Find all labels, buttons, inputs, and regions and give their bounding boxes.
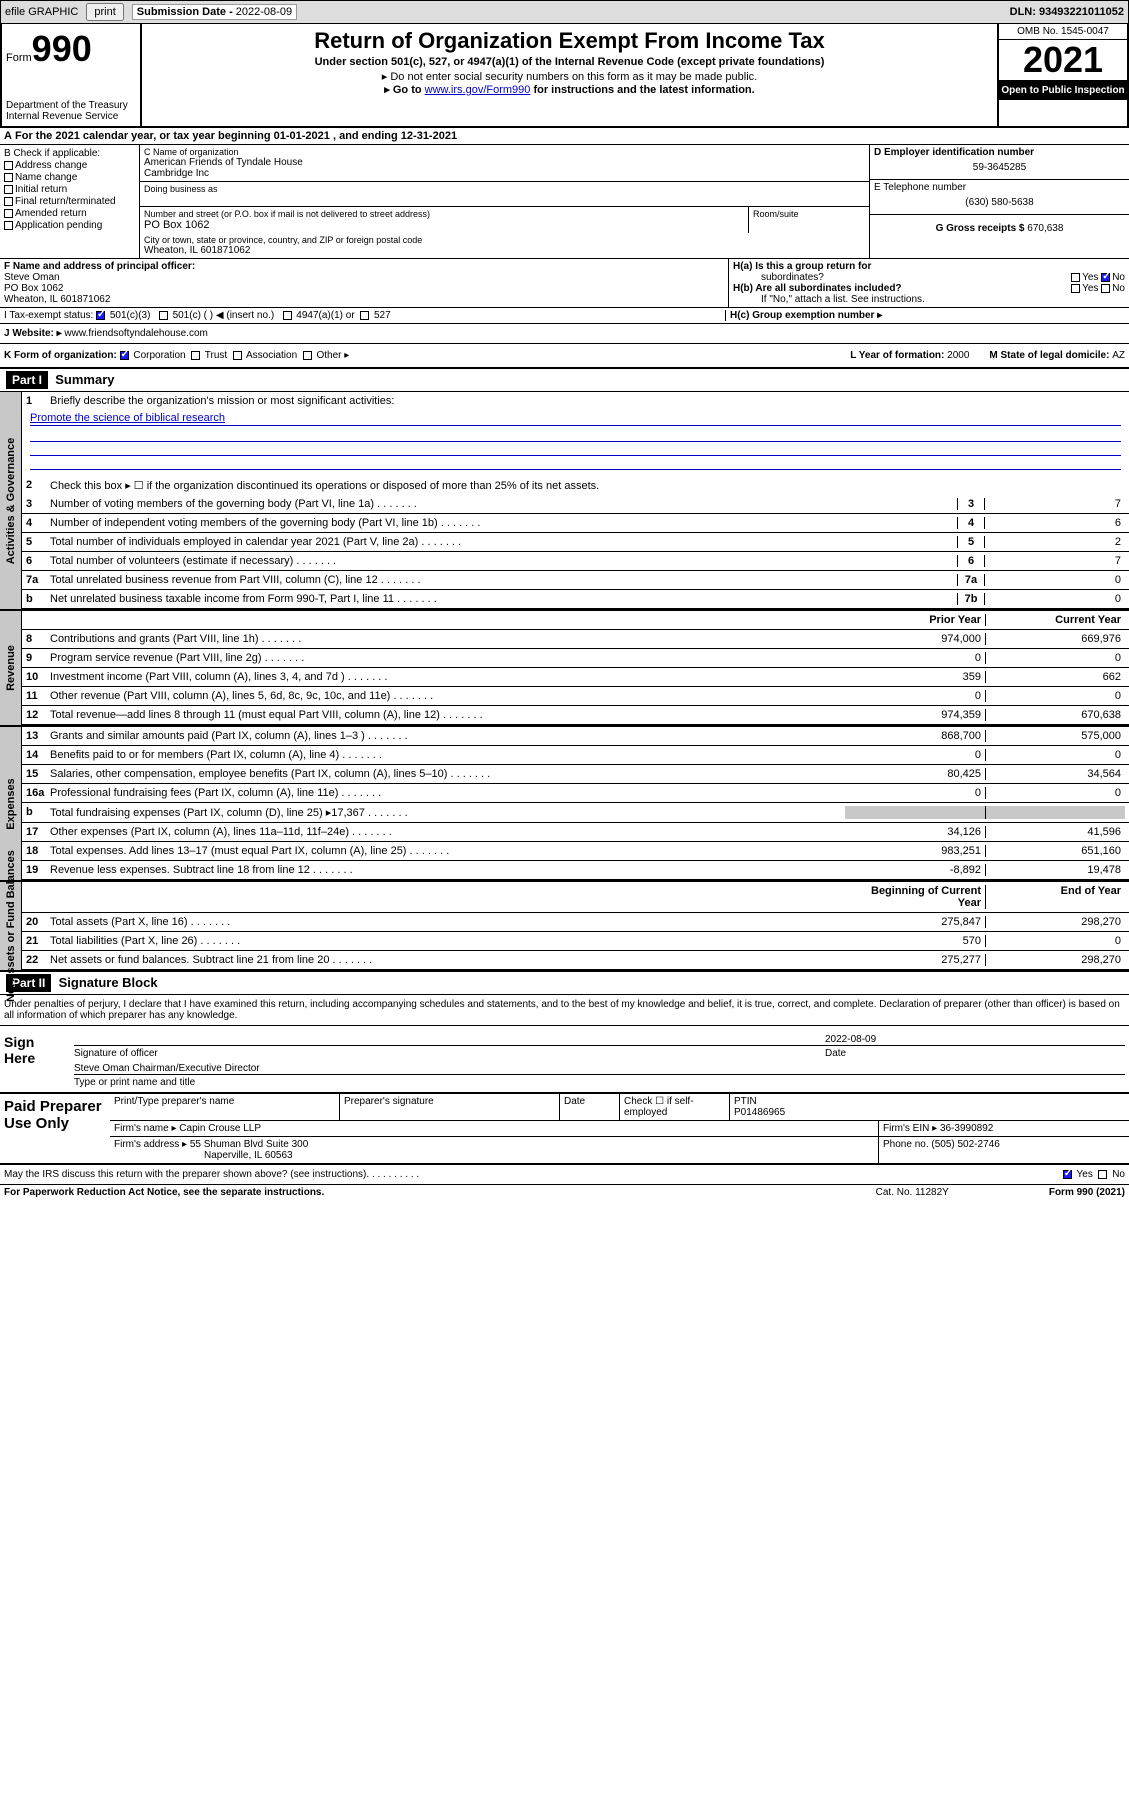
rev-row: 9Program service revenue (Part VIII, lin… bbox=[22, 649, 1129, 668]
part2-header: Part II Signature Block bbox=[0, 972, 1129, 995]
prep-ptin: PTINP01486965 bbox=[730, 1094, 1129, 1120]
h-a-no-checkbox[interactable] bbox=[1101, 273, 1110, 282]
submission-date: Submission Date - 2022-08-09 bbox=[132, 4, 297, 20]
room-cell: Room/suite bbox=[749, 207, 869, 233]
form-header: Form990 Department of the Treasury Inter… bbox=[0, 24, 1129, 128]
gross-cell: G Gross receipts $ 670,638 bbox=[870, 215, 1129, 236]
irs-label: Internal Revenue Service bbox=[6, 111, 136, 122]
cb-final-return[interactable]: Final return/terminated bbox=[4, 196, 135, 207]
efile-label: efile GRAPHIC bbox=[5, 6, 78, 18]
prep-name-hdr: Print/Type preparer's name bbox=[110, 1094, 340, 1120]
net-row: 22Net assets or fund balances. Subtract … bbox=[22, 951, 1129, 970]
corp-checkbox[interactable] bbox=[120, 351, 129, 360]
rev-row: 8Contributions and grants (Part VIII, li… bbox=[22, 630, 1129, 649]
prep-date-hdr: Date bbox=[560, 1094, 620, 1120]
open-public: Open to Public Inspection bbox=[999, 81, 1127, 100]
prep-sig-hdr: Preparer's signature bbox=[340, 1094, 560, 1120]
exp-row: 15Salaries, other compensation, employee… bbox=[22, 765, 1129, 784]
section-j: J Website: ▸ www.friendsoftyndalehouse.c… bbox=[0, 324, 1129, 344]
dln: DLN: 93493221011052 bbox=[1010, 6, 1124, 18]
irs-discuss-yes-checkbox[interactable] bbox=[1063, 1170, 1072, 1179]
section-k-l-m: K Form of organization: Corporation Trus… bbox=[0, 344, 1129, 369]
form-number: Form990 bbox=[6, 28, 136, 70]
cb-amended-return[interactable]: Amended return bbox=[4, 208, 135, 219]
cb-address-change[interactable]: Address change bbox=[4, 160, 135, 171]
omb-number: OMB No. 1545-0047 bbox=[999, 24, 1127, 40]
rev-row: 10Investment income (Part VIII, column (… bbox=[22, 668, 1129, 687]
tax-year: 2021 bbox=[999, 40, 1127, 81]
cb-name-change[interactable]: Name change bbox=[4, 172, 135, 183]
exp-row: 17Other expenses (Part IX, column (A), l… bbox=[22, 823, 1129, 842]
part1-header: Part I Summary bbox=[0, 369, 1129, 392]
tab-net-assets: Net Assets or Fund Balances bbox=[5, 850, 17, 1002]
ein-cell: D Employer identification number 59-3645… bbox=[870, 145, 1129, 180]
summary-governance: Activities & Governance 1Briefly describ… bbox=[0, 392, 1129, 611]
street-cell: Number and street (or P.O. box if mail i… bbox=[140, 207, 749, 233]
exp-row: 13Grants and similar amounts paid (Part … bbox=[22, 727, 1129, 746]
dept-treasury: Department of the Treasury bbox=[6, 100, 136, 111]
exp-row: 19Revenue less expenses. Subtract line 1… bbox=[22, 861, 1129, 880]
cb-initial-return[interactable]: Initial return bbox=[4, 184, 135, 195]
sec-b-label: B Check if applicable: bbox=[4, 148, 135, 159]
exp-row: 18Total expenses. Add lines 13–17 (must … bbox=[22, 842, 1129, 861]
phone-cell: E Telephone number (630) 580-5638 bbox=[870, 180, 1129, 215]
section-i-h-c: I Tax-exempt status: 501(c)(3) 501(c) ( … bbox=[0, 308, 1129, 324]
net-row: 20Total assets (Part X, line 16)275,8472… bbox=[22, 913, 1129, 932]
print-button[interactable]: print bbox=[86, 3, 123, 21]
firm-addr: Firm's address ▸ 55 Shuman Blvd Suite 30… bbox=[110, 1137, 879, 1163]
section-b-c-d: B Check if applicable: Address change Na… bbox=[0, 145, 1129, 259]
gov-row: 7aTotal unrelated business revenue from … bbox=[22, 571, 1129, 590]
page-footer: For Paperwork Reduction Act Notice, see … bbox=[0, 1185, 1129, 1200]
cb-app-pending[interactable]: Application pending bbox=[4, 220, 135, 231]
501c3-checkbox[interactable] bbox=[96, 311, 105, 320]
section-a: A For the 2021 calendar year, or tax yea… bbox=[0, 128, 1129, 145]
gov-row: 6Total number of volunteers (estimate if… bbox=[22, 552, 1129, 571]
dba-cell: Doing business as bbox=[140, 182, 869, 207]
gov-row: bNet unrelated business taxable income f… bbox=[22, 590, 1129, 609]
mission-text: Promote the science of biblical research bbox=[30, 412, 1121, 426]
tab-expenses: Expenses bbox=[5, 778, 17, 829]
rev-row: 12Total revenue—add lines 8 through 11 (… bbox=[22, 706, 1129, 725]
summary-revenue: Revenue Prior YearCurrent Year 8Contribu… bbox=[0, 611, 1129, 727]
irs-discuss-row: May the IRS discuss this return with the… bbox=[0, 1165, 1129, 1185]
form-title: Return of Organization Exempt From Incom… bbox=[146, 28, 993, 54]
tab-governance: Activities & Governance bbox=[5, 437, 17, 564]
org-name-cell: C Name of organization American Friends … bbox=[140, 145, 869, 182]
city-cell: City or town, state or province, country… bbox=[140, 233, 869, 258]
exp-row: bTotal fundraising expenses (Part IX, co… bbox=[22, 803, 1129, 823]
gov-row: 3Number of voting members of the governi… bbox=[22, 495, 1129, 514]
exp-row: 16aProfessional fundraising fees (Part I… bbox=[22, 784, 1129, 803]
rev-row: 11Other revenue (Part VIII, column (A), … bbox=[22, 687, 1129, 706]
irs-form990-link[interactable]: www.irs.gov/Form990 bbox=[425, 84, 531, 96]
net-row: 21Total liabilities (Part X, line 26)570… bbox=[22, 932, 1129, 951]
form-subtitle: Under section 501(c), 527, or 4947(a)(1)… bbox=[146, 56, 993, 68]
section-f-h: F Name and address of principal officer:… bbox=[0, 259, 1129, 308]
tab-revenue: Revenue bbox=[5, 645, 17, 691]
sign-here-block: Sign Here 2022-08-09 Signature of office… bbox=[0, 1026, 1129, 1094]
perjury-declaration: Under penalties of perjury, I declare th… bbox=[0, 995, 1129, 1026]
summary-expenses: Expenses 13Grants and similar amounts pa… bbox=[0, 727, 1129, 882]
paid-preparer-block: Paid Preparer Use Only Print/Type prepar… bbox=[0, 1094, 1129, 1165]
firm-phone: Phone no. (505) 502-2746 bbox=[879, 1137, 1129, 1163]
exp-row: 14Benefits paid to or for members (Part … bbox=[22, 746, 1129, 765]
ssn-note: ▸ Do not enter social security numbers o… bbox=[146, 70, 993, 83]
top-bar: efile GRAPHIC print Submission Date - 20… bbox=[0, 0, 1129, 24]
firm-name: Firm's name ▸ Capin Crouse LLP bbox=[110, 1121, 879, 1136]
summary-net-assets: Net Assets or Fund Balances Beginning of… bbox=[0, 882, 1129, 972]
firm-ein: Firm's EIN ▸ 36-3990892 bbox=[879, 1121, 1129, 1136]
gov-row: 5Total number of individuals employed in… bbox=[22, 533, 1129, 552]
gov-row: 4Number of independent voting members of… bbox=[22, 514, 1129, 533]
goto-note: ▸ Go to www.irs.gov/Form990 for instruct… bbox=[146, 83, 993, 96]
prep-self-emp: Check ☐ if self-employed bbox=[620, 1094, 730, 1120]
